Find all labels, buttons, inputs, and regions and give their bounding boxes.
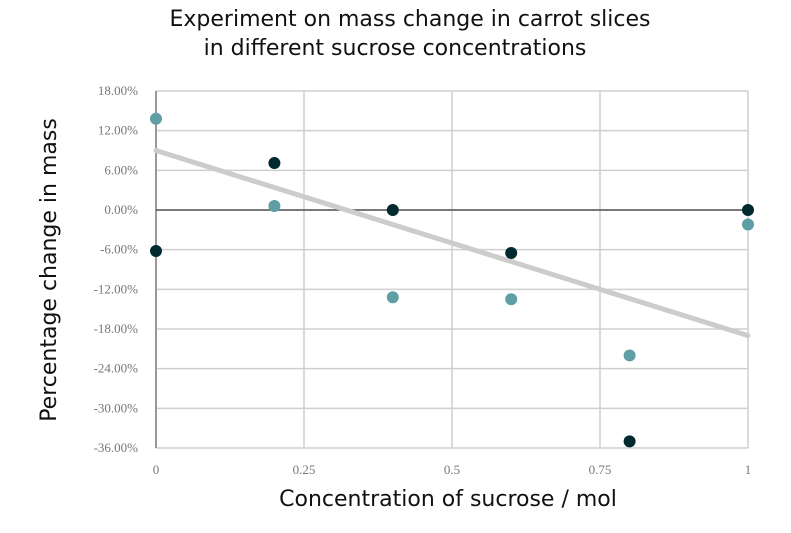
x-tick-label: 0.75 [589, 462, 612, 477]
chart-title-line-1: Experiment on mass change in carrot slic… [170, 7, 651, 32]
y-tick-label: -6.00% [100, 242, 138, 257]
data-point-series-2 [150, 244, 162, 257]
y-tick-label: 18.00% [98, 83, 138, 98]
x-tick-labels: 0 0.25 0.5 0.75 1 [153, 462, 752, 477]
data-point-series-2 [623, 435, 636, 448]
y-tick-label: 0.00% [104, 202, 138, 217]
data-points [150, 112, 754, 448]
data-point-series-2 [386, 204, 399, 216]
trendline-group [153, 148, 751, 339]
x-axis-label: Concentration of sucrose / mol [279, 487, 617, 512]
y-tick-label: -24.00% [94, 361, 139, 376]
data-point-series-1 [386, 291, 399, 304]
x-tick-label: 0 [153, 462, 160, 477]
chart-title-line-2: in different sucrose concentrations [204, 36, 587, 61]
y-tick-label: -36.00% [94, 440, 139, 455]
data-point-series-2 [742, 204, 754, 216]
y-tick-label: 6.00% [104, 162, 138, 177]
y-axis-label: Percentage change in mass [37, 118, 62, 422]
y-tick-label: -30.00% [94, 400, 139, 415]
x-tick-label: 0.5 [444, 462, 460, 477]
y-tick-label: -18.00% [94, 321, 139, 336]
data-point-series-1 [742, 218, 754, 231]
data-point-series-1 [150, 112, 162, 125]
data-point-series-1 [623, 349, 636, 362]
data-point-series-1 [268, 200, 281, 213]
data-point-series-1 [505, 293, 518, 306]
data-point-series-2 [505, 246, 518, 259]
data-point-series-2 [268, 157, 281, 170]
y-tick-label: 12.00% [98, 123, 138, 138]
y-tick-label: -12.00% [94, 281, 139, 296]
gridlines [155, 90, 749, 449]
y-tick-labels: 18.00% 12.00% 6.00% 0.00% -6.00% -12.00% -18.0… [94, 83, 139, 455]
x-tick-label: 1 [745, 462, 752, 477]
x-tick-label: 0.25 [293, 462, 316, 477]
trendline [153, 148, 751, 339]
